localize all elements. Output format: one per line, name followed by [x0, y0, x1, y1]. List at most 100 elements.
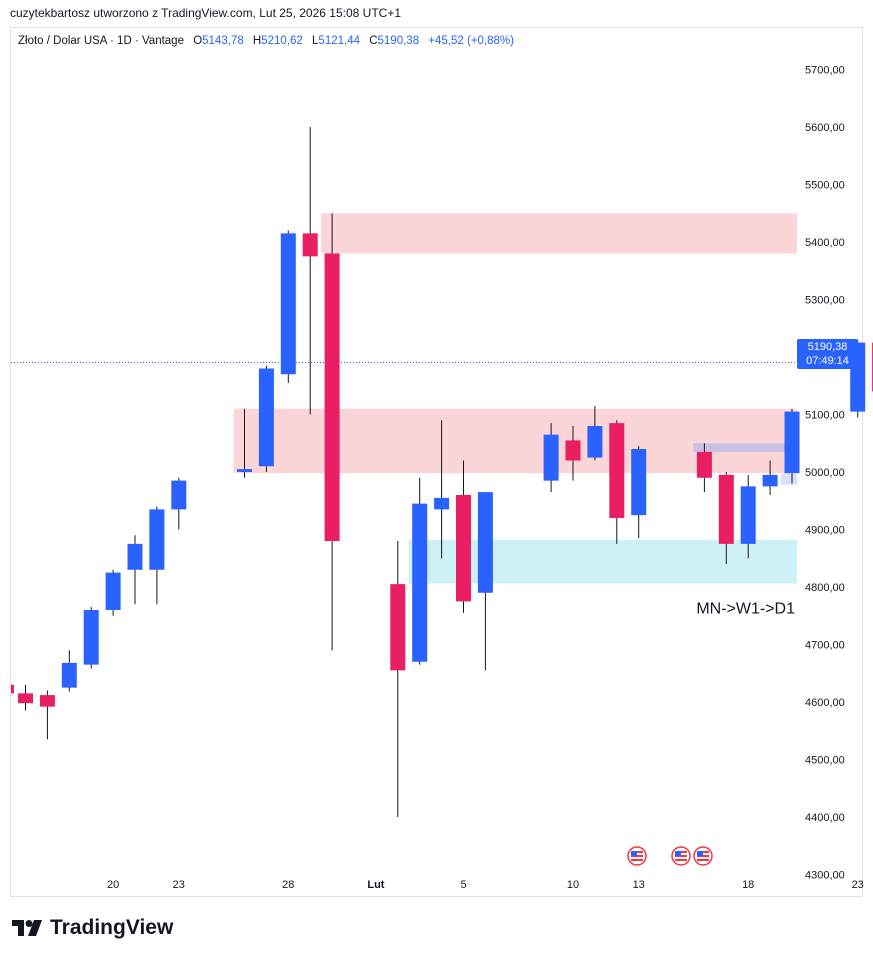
x-tick-label: 23 — [852, 879, 864, 891]
x-tick-label: 18 — [742, 879, 754, 891]
candle-body-down — [609, 423, 625, 518]
candle — [302, 127, 318, 415]
demand-zone — [408, 539, 797, 584]
candle — [258, 365, 274, 472]
candle-body-up — [784, 411, 800, 474]
candle-body-up — [280, 233, 296, 375]
candle — [237, 408, 252, 478]
light-blue-zone — [781, 473, 797, 485]
candle-body-up — [105, 572, 121, 610]
candle-body-down — [390, 584, 406, 671]
candle — [631, 446, 647, 539]
y-tick-label: 4800,00 — [805, 582, 845, 594]
purple-zone — [693, 443, 797, 452]
y-tick-label: 4600,00 — [805, 697, 845, 709]
candle-body-up — [762, 474, 778, 487]
y-tick-label: 4900,00 — [805, 525, 845, 537]
candle — [456, 460, 471, 613]
candle — [543, 423, 559, 493]
candle-body-down — [696, 451, 712, 478]
candle — [434, 420, 450, 559]
x-tick-label: 10 — [567, 879, 579, 891]
y-tick-label: 4300,00 — [805, 870, 845, 882]
y-tick-label: 5700,00 — [805, 65, 845, 77]
candle-body-down — [302, 233, 318, 257]
y-tick-label: 5400,00 — [805, 237, 845, 249]
candle — [762, 460, 778, 495]
candle-body-up — [149, 509, 165, 570]
candle — [171, 477, 187, 530]
tradingview-logo[interactable]: TradingView — [12, 916, 173, 940]
candle — [587, 405, 603, 461]
x-tick-label: 28 — [282, 879, 294, 891]
time-axis: 202328Lut510131823Mar5 — [107, 879, 864, 891]
tradingview-logo-icon — [12, 920, 42, 936]
candle — [718, 472, 734, 564]
open-label: O — [193, 35, 203, 47]
candle-body-up — [631, 449, 647, 516]
candle-body-up — [171, 480, 187, 510]
candle-body-up — [740, 486, 756, 544]
candle — [740, 474, 756, 559]
candle-body-up — [477, 492, 493, 593]
bar-countdown: 07:49:14 — [806, 355, 849, 367]
open-value: 5143,78 — [202, 35, 244, 47]
candle — [696, 443, 712, 493]
y-tick-label: 5600,00 — [805, 122, 845, 134]
candle-body-up — [434, 497, 450, 510]
change-value: +45,52 (+0,88%) — [428, 35, 514, 47]
candle-body-down — [565, 440, 581, 461]
candle — [324, 213, 340, 651]
low-value: 5121,44 — [318, 35, 360, 47]
zones-layer — [233, 213, 797, 584]
candle — [565, 426, 581, 481]
annotation-label: MN->W1->D1 — [696, 601, 795, 618]
x-tick-label: 13 — [633, 879, 645, 891]
y-tick-label: 4700,00 — [805, 640, 845, 652]
candle-body-up — [412, 503, 428, 662]
candle — [412, 477, 428, 665]
last-price-value: 5190,38 — [807, 341, 848, 353]
candle — [83, 607, 99, 669]
candle-body-up — [543, 434, 559, 481]
candle — [127, 535, 143, 605]
high-value: 5210,62 — [261, 35, 303, 47]
x-tick-label: 5 — [460, 879, 466, 891]
mid-zone — [233, 408, 797, 474]
candle-body-up — [61, 662, 77, 688]
y-tick-label: 5100,00 — [805, 410, 845, 422]
candle — [390, 541, 406, 817]
close-value: 5190,38 — [377, 35, 420, 47]
x-tick-label: 23 — [173, 879, 185, 891]
candle — [61, 650, 77, 692]
us-event-icon — [627, 846, 647, 866]
candle-body-down — [456, 495, 471, 602]
chart-caption: cuzytekbartosz utworzono z TradingView.c… — [10, 6, 401, 20]
low-label: L — [312, 35, 319, 47]
events-layer — [627, 846, 713, 866]
candle — [149, 506, 165, 605]
symbol-title: Złoto / Dolar USA · 1D · Vantage — [18, 35, 184, 47]
candle-body-down — [18, 693, 33, 704]
candle — [39, 690, 55, 740]
y-tick-label: 4400,00 — [805, 812, 845, 824]
us-event-icon — [693, 846, 713, 866]
candle-body-up — [587, 426, 603, 458]
high-label: H — [252, 35, 262, 47]
candle — [609, 420, 625, 544]
x-tick-label: Lut — [367, 879, 384, 891]
candle-body-down — [39, 695, 55, 707]
symbol-legend: Złoto / Dolar USA · 1D · Vantage O5143,7… — [18, 35, 514, 47]
candle — [18, 684, 33, 711]
us-event-icon — [671, 846, 691, 866]
candle-body-down — [324, 253, 340, 541]
y-tick-label: 5300,00 — [805, 295, 845, 307]
y-tick-label: 5500,00 — [805, 180, 845, 192]
annotations-layer: MN->W1->D1 — [696, 601, 795, 618]
candle — [280, 230, 296, 383]
x-tick-label: 20 — [107, 879, 119, 891]
chart-frame[interactable] — [10, 27, 863, 897]
candle-body-up — [83, 610, 99, 665]
candle — [784, 408, 800, 484]
